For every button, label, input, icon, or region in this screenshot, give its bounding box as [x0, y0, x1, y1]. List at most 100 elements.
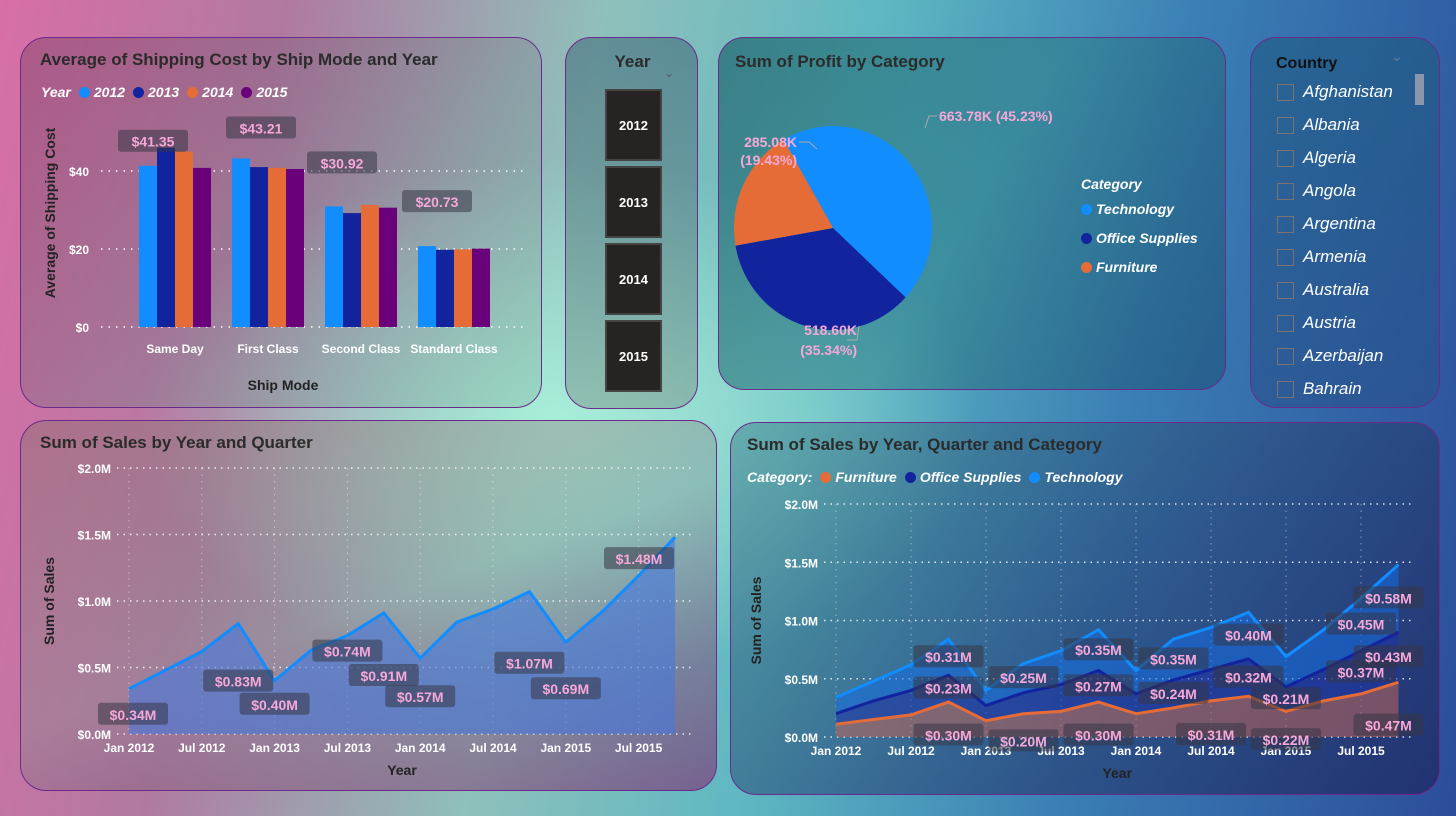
legend-item-furniture[interactable]: Furniture — [1077, 259, 1157, 275]
bar-chart-plot: $0 $20 $40 Same Day $41.35 First Class $43.21 S… — [42, 116, 526, 393]
bar-2012-2 — [325, 206, 343, 327]
bar-2013-0 — [157, 147, 175, 327]
checkbox[interactable] — [1277, 149, 1294, 167]
country-item[interactable]: Albania — [1277, 115, 1360, 135]
legend-item[interactable]: 2014 — [202, 84, 234, 100]
pie-slice-technology — [783, 126, 932, 298]
data-label: $0.40M — [239, 692, 310, 715]
checkbox[interactable] — [1277, 281, 1294, 299]
country-item[interactable]: Algeria — [1277, 148, 1356, 168]
legend-item[interactable]: 2012 — [93, 84, 125, 100]
legend-dot-icon — [133, 86, 144, 98]
chevron-down-icon[interactable]: ⌄ — [1391, 48, 1403, 64]
checkbox[interactable] — [1277, 314, 1294, 332]
country-item[interactable]: Bahrain — [1277, 379, 1362, 399]
pie-label-furniture-pct: (19.43%) — [740, 152, 797, 168]
legend-title: Category — [1081, 176, 1142, 192]
checkbox[interactable] — [1277, 83, 1294, 101]
bar-2015-2 — [379, 207, 397, 327]
country-item[interactable]: Australia — [1277, 280, 1369, 300]
legend-dot-icon — [820, 471, 832, 483]
country-label: Australia — [1303, 280, 1370, 299]
data-label-box — [203, 669, 274, 692]
x-axis-title: Year — [387, 762, 417, 778]
legend-label: Office Supplies — [1096, 230, 1198, 246]
sales-line — [128, 536, 677, 691]
data-label: $0.31M — [913, 645, 984, 668]
legend-dot-icon — [1081, 232, 1092, 244]
x-tick-label: Jul 2015 — [1337, 744, 1385, 758]
checkbox[interactable] — [1277, 248, 1294, 266]
profit-pie-chart-card: Sum of Profit by Category 663.78K (45.23… — [718, 37, 1226, 390]
country-item[interactable]: Austria — [1277, 313, 1356, 333]
country-item[interactable]: Angola — [1277, 181, 1356, 201]
y-axis-title: Sum of Sales — [748, 576, 764, 664]
year-option-2015[interactable]: 2015 — [605, 320, 662, 392]
area-furniture — [836, 682, 1399, 737]
legend-item[interactable]: 2013 — [148, 84, 180, 100]
data-label: $0.45M — [1326, 612, 1396, 635]
y-tick-label: $0.0M — [785, 731, 818, 745]
checkbox[interactable] — [1277, 380, 1294, 398]
checkbox[interactable] — [1277, 347, 1294, 365]
slicer-title: Country — [1276, 55, 1338, 72]
checkbox[interactable] — [1277, 116, 1294, 134]
bar-2012-0 — [139, 165, 157, 327]
leader-line — [847, 325, 860, 341]
data-label-text: $0.69M — [542, 681, 589, 697]
data-label-box — [494, 651, 565, 674]
y-tick-label: $1.0M — [785, 615, 818, 629]
data-label-box — [530, 677, 601, 700]
year-slicer: Year ⌄ 2012 2013 2014 2015 — [565, 37, 698, 409]
data-label: $0.30M — [913, 723, 984, 746]
data-label: $41.35 — [118, 129, 188, 152]
legend-item[interactable]: Furniture — [835, 469, 897, 485]
country-item[interactable]: Argentina — [1277, 214, 1376, 234]
pie-label-furniture-value: 285.08K — [744, 134, 797, 150]
year-option-2014[interactable]: 2014 — [605, 243, 662, 315]
data-label-box — [385, 685, 456, 708]
shipping-cost-bar-chart-card: Average of Shipping Cost by Ship Mode an… — [20, 37, 542, 408]
chart-title: Sum of Sales by Year and Quarter — [40, 433, 313, 452]
bar-2013-1 — [250, 167, 268, 327]
data-label: $0.57M — [385, 685, 456, 708]
country-item[interactable]: Azerbaijan — [1277, 346, 1383, 366]
x-axis-title: Ship Mode — [248, 377, 319, 393]
data-label: $0.83M — [203, 669, 274, 692]
year-option-2013[interactable]: 2013 — [605, 166, 662, 238]
legend-item[interactable]: Technology — [1044, 469, 1123, 485]
data-label-text: $0.40M — [1225, 628, 1272, 644]
data-label-text: $0.37M — [1338, 664, 1385, 680]
data-label: $0.31M — [1176, 722, 1246, 745]
data-label-text: $41.35 — [132, 134, 175, 150]
data-label: $0.30M — [1063, 723, 1134, 746]
data-label-text: $0.20M — [1000, 733, 1047, 749]
chevron-down-icon[interactable]: ⌄ — [664, 66, 675, 80]
data-label-text: $0.74M — [324, 644, 371, 660]
legend-dot-icon — [78, 86, 90, 98]
legend-item-technology[interactable]: Technology — [1077, 201, 1174, 217]
y-tick-label: $1.5M — [785, 556, 818, 570]
legend-item[interactable]: Office Supplies — [919, 469, 1022, 485]
year-option-2012[interactable]: 2012 — [605, 89, 662, 161]
country-item[interactable]: Afghanistan — [1277, 82, 1393, 102]
checkbox[interactable] — [1277, 182, 1294, 200]
checkbox[interactable] — [1277, 215, 1294, 233]
data-label-box — [988, 666, 1059, 689]
y-tick-label: $2.0M — [785, 498, 818, 512]
country-label: Argentina — [1303, 214, 1376, 233]
data-label-text: $0.45M — [1338, 617, 1385, 633]
data-label-text: $0.27M — [1075, 678, 1122, 694]
country-label: Angola — [1303, 181, 1356, 200]
scrollbar-thumb[interactable] — [1415, 74, 1424, 105]
data-label-box — [307, 151, 377, 174]
data-label-box — [402, 190, 472, 213]
data-label-text: $43.21 — [240, 120, 283, 136]
legend-item-office-supplies[interactable]: Office Supplies — [1077, 230, 1198, 246]
country-item[interactable]: Armenia — [1277, 247, 1366, 267]
legend-item[interactable]: 2015 — [256, 84, 288, 100]
data-label: $30.92 — [307, 151, 377, 174]
data-label: $0.20M — [988, 729, 1059, 752]
data-label-box — [226, 116, 296, 139]
x-tick-label: Jan 2014 — [1111, 744, 1162, 758]
